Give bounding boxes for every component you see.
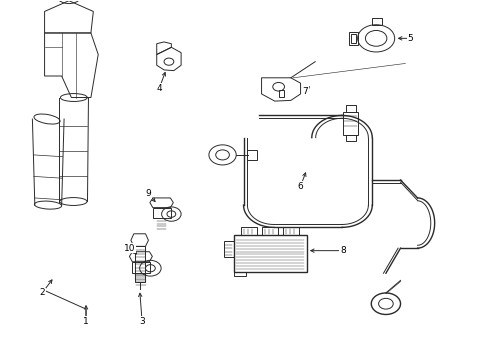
Text: 9: 9 (145, 189, 150, 198)
Bar (371, 18, 381, 25)
Bar (132, 262, 150, 273)
Bar (224, 241, 233, 257)
Text: 2: 2 (39, 288, 45, 297)
Bar (241, 227, 256, 235)
Bar (345, 105, 355, 112)
Text: 10: 10 (124, 244, 135, 253)
Text: 7: 7 (302, 86, 308, 95)
Bar (153, 208, 171, 219)
Text: 4: 4 (156, 84, 162, 93)
Bar (233, 235, 306, 273)
Text: 1: 1 (83, 317, 89, 326)
Text: 3: 3 (139, 317, 144, 326)
Bar (283, 227, 298, 235)
Bar (262, 227, 277, 235)
Bar (278, 90, 283, 97)
Bar (135, 246, 144, 282)
Text: 5: 5 (407, 34, 412, 43)
Bar (247, 149, 257, 160)
Bar (343, 112, 357, 135)
Bar (345, 135, 355, 140)
Text: 6: 6 (297, 181, 303, 190)
Bar (233, 273, 245, 276)
Bar (350, 34, 355, 42)
Text: 8: 8 (340, 246, 345, 255)
